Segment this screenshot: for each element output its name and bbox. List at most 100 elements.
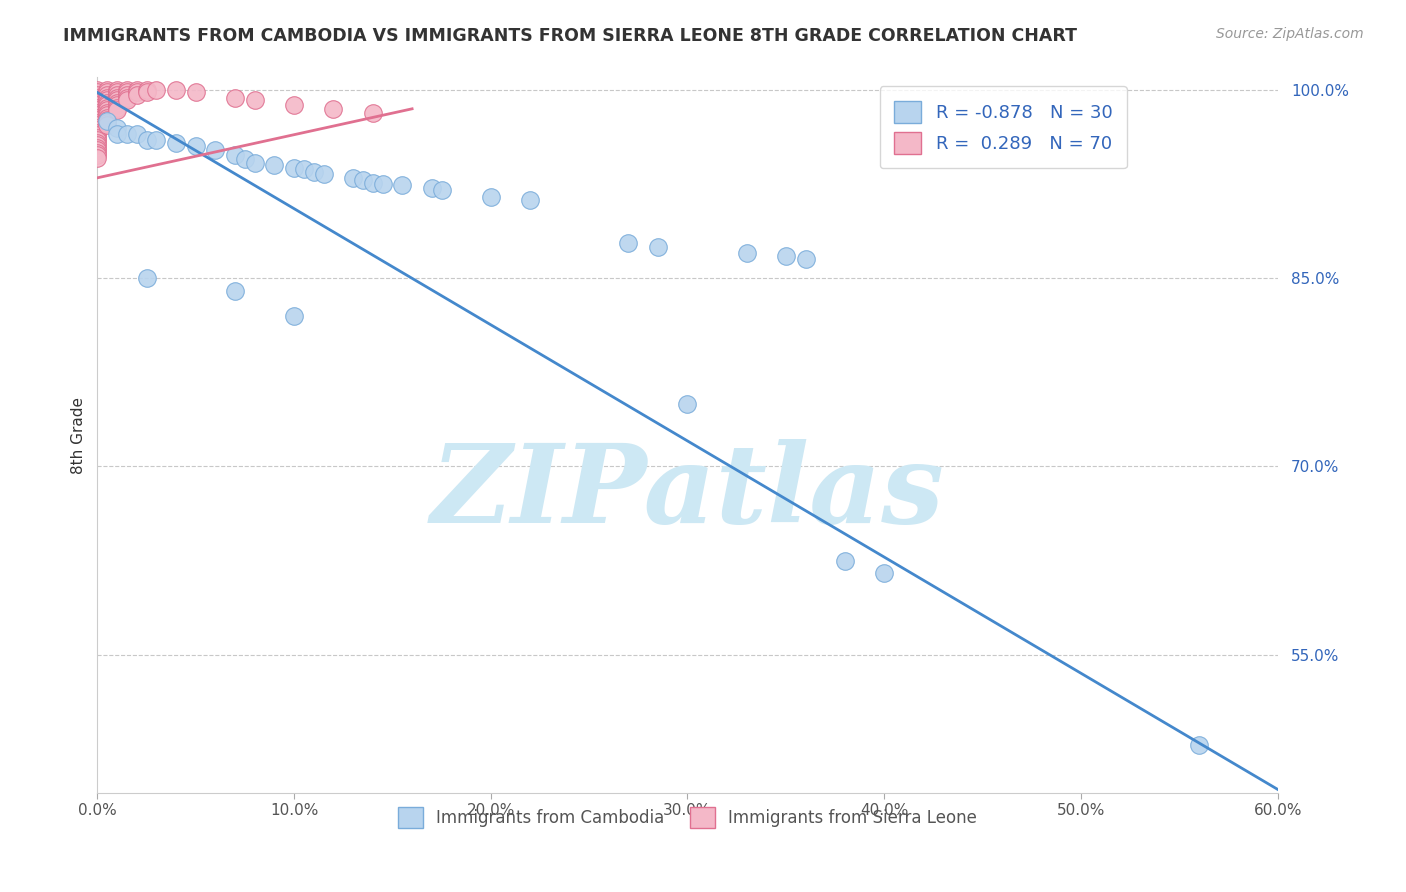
- Point: [86, 88, 108, 103]
- Point: [135, 133, 157, 147]
- Point: [233, 152, 256, 166]
- Point: [96, 113, 118, 128]
- Point: [96, 93, 118, 107]
- Point: [96, 101, 118, 115]
- Point: [96, 111, 118, 125]
- Point: [105, 95, 128, 110]
- Text: ZIPatlas: ZIPatlas: [430, 439, 945, 546]
- Point: [96, 103, 118, 117]
- Point: [283, 98, 305, 112]
- Point: [96, 105, 118, 120]
- Point: [86, 118, 108, 132]
- Point: [283, 309, 305, 323]
- Point: [86, 148, 108, 162]
- Point: [105, 101, 128, 115]
- Point: [775, 249, 797, 263]
- Point: [165, 136, 187, 150]
- Point: [283, 161, 305, 175]
- Point: [479, 189, 502, 203]
- Point: [125, 86, 148, 100]
- Point: [86, 128, 108, 143]
- Point: [391, 178, 413, 193]
- Point: [86, 143, 108, 157]
- Point: [115, 127, 138, 141]
- Point: [1188, 738, 1211, 752]
- Point: [86, 103, 108, 117]
- Point: [125, 127, 148, 141]
- Point: [125, 88, 148, 103]
- Point: [86, 115, 108, 129]
- Point: [735, 246, 758, 260]
- Point: [86, 141, 108, 155]
- Point: [105, 83, 128, 97]
- Point: [86, 136, 108, 150]
- Point: [184, 86, 207, 100]
- Point: [105, 127, 128, 141]
- Point: [86, 83, 108, 97]
- Point: [86, 145, 108, 160]
- Point: [86, 138, 108, 153]
- Point: [105, 98, 128, 112]
- Y-axis label: 8th Grade: 8th Grade: [72, 397, 86, 474]
- Point: [430, 183, 453, 197]
- Point: [342, 170, 364, 185]
- Point: [86, 111, 108, 125]
- Point: [322, 102, 344, 116]
- Point: [86, 98, 108, 112]
- Point: [352, 173, 374, 187]
- Point: [96, 90, 118, 104]
- Point: [204, 143, 226, 157]
- Point: [105, 120, 128, 135]
- Point: [135, 83, 157, 97]
- Point: [165, 83, 187, 97]
- Point: [96, 108, 118, 122]
- Point: [420, 181, 443, 195]
- Point: [86, 123, 108, 137]
- Point: [145, 133, 167, 147]
- Point: [243, 155, 266, 169]
- Point: [105, 86, 128, 100]
- Point: [263, 158, 285, 172]
- Point: [145, 83, 167, 97]
- Point: [184, 139, 207, 153]
- Point: [86, 120, 108, 135]
- Point: [86, 86, 108, 100]
- Point: [519, 194, 541, 208]
- Point: [135, 271, 157, 285]
- Point: [86, 151, 108, 165]
- Point: [125, 83, 148, 97]
- Point: [224, 90, 246, 104]
- Point: [115, 93, 138, 107]
- Point: [115, 88, 138, 103]
- Point: [115, 90, 138, 104]
- Legend: Immigrants from Cambodia, Immigrants from Sierra Leone: Immigrants from Cambodia, Immigrants fro…: [391, 801, 984, 834]
- Point: [96, 98, 118, 112]
- Point: [86, 93, 108, 107]
- Point: [371, 177, 394, 191]
- Point: [115, 86, 138, 100]
- Point: [86, 113, 108, 128]
- Point: [873, 566, 896, 580]
- Point: [96, 95, 118, 110]
- Point: [86, 105, 108, 120]
- Point: [86, 133, 108, 147]
- Point: [243, 93, 266, 107]
- Point: [105, 103, 128, 117]
- Point: [224, 148, 246, 162]
- Point: [86, 90, 108, 104]
- Point: [96, 114, 118, 128]
- Text: Source: ZipAtlas.com: Source: ZipAtlas.com: [1216, 27, 1364, 41]
- Point: [617, 235, 640, 250]
- Point: [86, 130, 108, 145]
- Point: [86, 101, 108, 115]
- Point: [302, 164, 325, 178]
- Point: [361, 105, 384, 120]
- Point: [794, 252, 817, 267]
- Point: [105, 93, 128, 107]
- Point: [105, 90, 128, 104]
- Point: [115, 83, 138, 97]
- Point: [135, 86, 157, 100]
- Point: [312, 167, 335, 181]
- Point: [86, 126, 108, 140]
- Point: [96, 115, 118, 129]
